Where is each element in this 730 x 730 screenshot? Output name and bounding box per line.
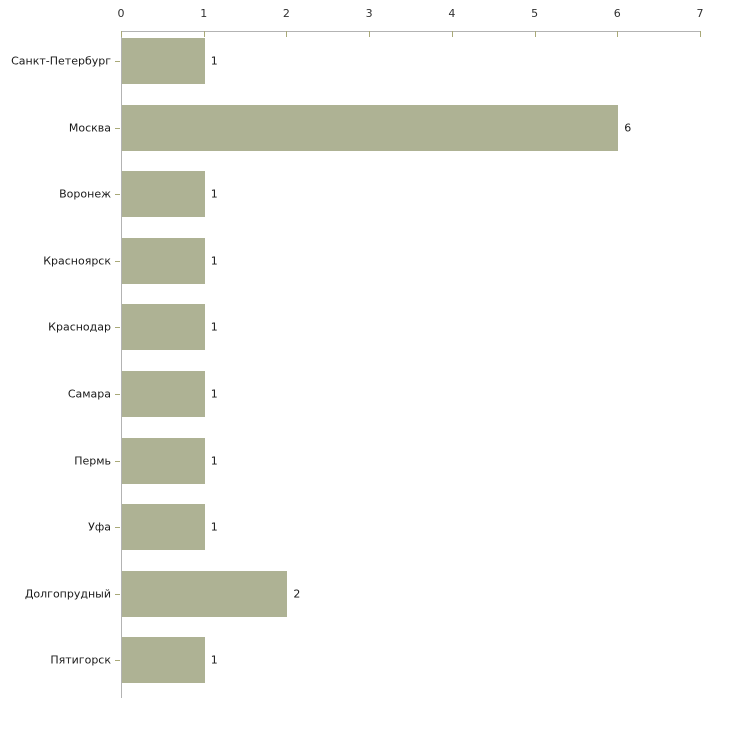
y-axis-line — [121, 31, 122, 698]
x-axis-tick-label: 4 — [448, 7, 456, 20]
y-axis-category-label: Уфа — [88, 520, 111, 534]
y-axis-tick — [115, 261, 120, 262]
y-axis-tick — [115, 461, 120, 462]
y-axis-tick — [115, 594, 120, 595]
y-axis-category-label: Долгопрудный — [24, 587, 111, 601]
x-axis-tick-label: 5 — [531, 7, 539, 20]
bar[interactable] — [122, 104, 619, 151]
y-axis-tick — [115, 128, 120, 129]
bar[interactable] — [122, 237, 205, 284]
y-axis-category-label: Воронеж — [59, 187, 111, 201]
bar-value-label: 1 — [210, 187, 218, 201]
bar[interactable] — [122, 637, 205, 684]
x-axis-tick — [534, 31, 536, 37]
bar-value-label: 1 — [210, 653, 218, 667]
x-axis-tick — [286, 31, 288, 37]
bar-value-label: 6 — [624, 121, 632, 135]
y-axis-tick — [115, 327, 120, 328]
x-axis-tick-label: 0 — [117, 7, 125, 20]
bar-value-label: 1 — [210, 254, 218, 268]
bar[interactable] — [122, 171, 205, 218]
y-axis-category-label: Самара — [67, 387, 111, 401]
bar[interactable] — [122, 504, 205, 551]
y-axis-category-label: Красноярск — [43, 254, 111, 268]
x-axis-tick-label: 3 — [365, 7, 373, 20]
y-axis-category-label: Москва — [68, 121, 111, 135]
x-axis-tick — [121, 31, 122, 37]
bar[interactable] — [122, 437, 205, 484]
x-axis-tick — [700, 31, 701, 37]
bar-value-label: 1 — [210, 320, 218, 334]
bar-value-label: 1 — [210, 454, 218, 468]
x-axis-tick — [617, 31, 619, 37]
y-axis-category-label: Краснодар — [48, 320, 111, 334]
bar-value-label: 2 — [293, 587, 301, 601]
y-axis-tick — [115, 394, 120, 395]
x-axis-tick-label: 7 — [696, 7, 704, 20]
bar[interactable] — [122, 38, 205, 84]
x-axis-tick-label: 6 — [613, 7, 621, 20]
x-axis-tick — [369, 31, 371, 37]
y-axis-category-label: Пермь — [74, 454, 111, 468]
bar[interactable] — [122, 570, 288, 617]
bar-value-label: 1 — [210, 387, 218, 401]
y-axis-category-label: Санкт-Петербург — [11, 54, 111, 68]
x-axis-tick-label: 1 — [200, 7, 208, 20]
x-axis-tick-label: 2 — [282, 7, 290, 20]
bar[interactable] — [122, 304, 205, 351]
x-axis-tick — [203, 31, 205, 37]
bar-value-label: 1 — [210, 520, 218, 534]
y-axis-category-label: Пятигорск — [50, 653, 111, 667]
y-axis-tick — [115, 194, 120, 195]
x-axis-tick — [451, 31, 453, 37]
bar[interactable] — [122, 371, 205, 417]
x-axis-line — [121, 31, 700, 32]
bar-value-label: 1 — [210, 54, 218, 68]
y-axis-tick — [115, 61, 120, 62]
y-axis-tick — [115, 660, 120, 661]
y-axis-tick — [115, 527, 120, 528]
